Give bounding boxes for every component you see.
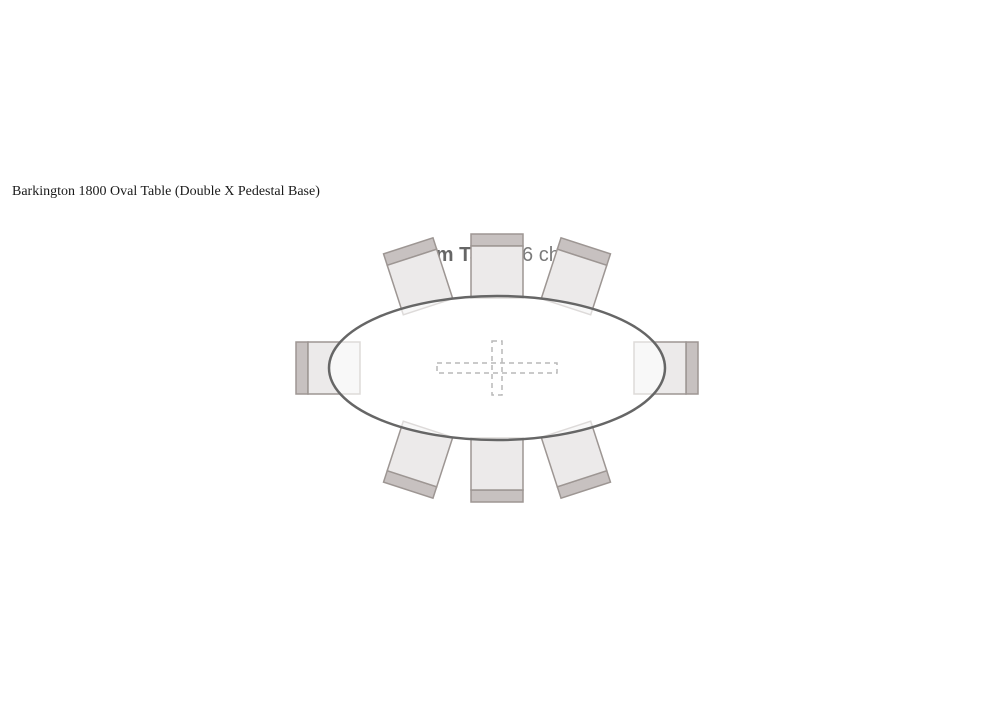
chair-icon [471,234,523,298]
chair-icon [471,438,523,502]
table-layout-diagram [0,0,1000,707]
table-top [329,296,665,440]
